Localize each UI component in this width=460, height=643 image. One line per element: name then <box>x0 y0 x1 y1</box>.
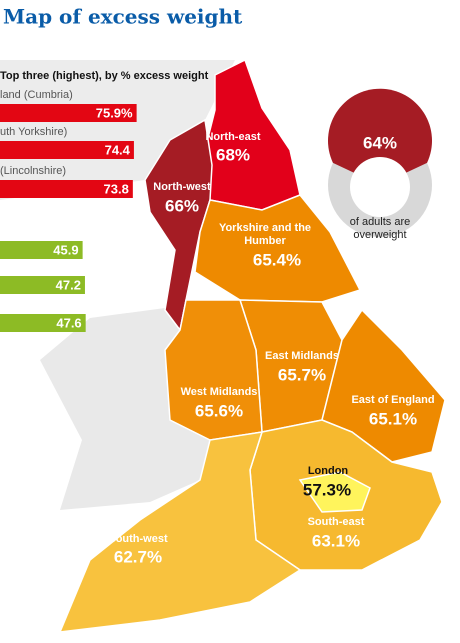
donut-share <box>328 88 432 185</box>
region-value: 68% <box>216 145 250 164</box>
region-value: 65.1% <box>369 409 417 428</box>
bar-value: 74.4 <box>105 142 131 157</box>
region <box>298 471 371 513</box>
region-value: 62.7% <box>114 547 162 566</box>
bar-label: land (Cumbria) <box>0 89 73 101</box>
region-name: Yorkshire and the Humber <box>218 222 312 247</box>
region-name: East of England <box>351 394 434 406</box>
region <box>194 194 362 303</box>
region <box>58 431 302 633</box>
region-name: East Midlands <box>265 350 339 362</box>
bar <box>0 104 137 122</box>
region-name: South-east <box>308 516 365 528</box>
bar-value: 45.9 <box>53 242 78 257</box>
scotland-land <box>0 60 235 200</box>
bar-value: 73.8 <box>104 181 129 196</box>
wales-land <box>40 308 210 510</box>
donut-caption: of adults are <box>350 216 411 228</box>
donut-hole <box>350 157 410 217</box>
donut-value: 64% <box>363 133 397 152</box>
donut-caption: overweight <box>353 229 406 241</box>
region-name: North-east <box>205 131 260 143</box>
region-value: 66% <box>165 196 199 215</box>
watermark: 知乎 @赵然 <box>413 617 460 632</box>
bar-value: 75.9% <box>96 105 133 120</box>
bar <box>0 241 83 259</box>
region-value: 57.3% <box>303 480 351 499</box>
bar-label: (Lincolnshire) <box>0 165 66 177</box>
subtitle: Top three (highest), by % excess weight <box>0 70 209 82</box>
bar-value: 47.6 <box>56 315 81 330</box>
region-value: 65.6% <box>195 401 243 420</box>
title: Map of excess weight <box>3 5 243 29</box>
bar-label: uth Yorkshire) <box>0 126 67 138</box>
bar <box>0 180 133 198</box>
region-value: 65.7% <box>278 365 326 384</box>
region-value: 63.1% <box>312 531 360 550</box>
bar <box>0 314 86 332</box>
region-name: South-west <box>108 533 168 545</box>
region-name: North-west <box>153 181 211 193</box>
region <box>144 118 213 332</box>
region-name: West Midlands <box>181 386 258 398</box>
region-name: London <box>308 465 349 477</box>
bar <box>0 276 85 294</box>
bar <box>0 141 134 159</box>
region-value: 65.4% <box>253 250 301 269</box>
bar-value: 47.2 <box>56 277 81 292</box>
region-name-box: Yorkshire and the Humber <box>218 222 312 247</box>
